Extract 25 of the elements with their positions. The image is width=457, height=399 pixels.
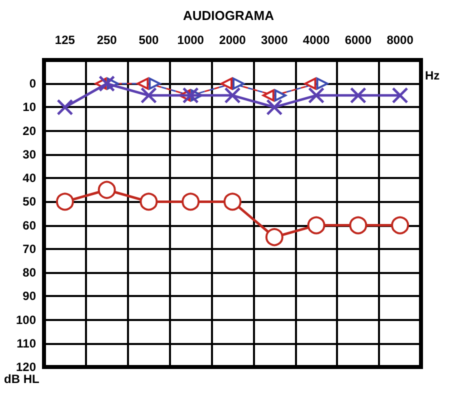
y-tick-label: 80: [22, 266, 36, 280]
y-tick-label: 50: [22, 194, 36, 209]
y-tick-label: 20: [22, 124, 36, 138]
y-tick-label: 110: [16, 336, 36, 350]
y-tick-label: 30: [22, 147, 36, 162]
chart-title: AUDIOGRAMA: [183, 8, 275, 23]
x-tick-label: 250: [96, 33, 118, 47]
x-axis-title: Hz: [425, 68, 440, 83]
x-tick-label: 125: [54, 33, 76, 47]
x-tick-label: 1000: [177, 33, 204, 47]
y-tick-label: 100: [16, 312, 36, 327]
x-tick-label: 500: [138, 33, 160, 47]
x-tick-label: 4000: [302, 33, 330, 47]
x-tick-label: 3000: [261, 33, 288, 47]
y-tick-label: 40: [22, 171, 36, 186]
y-axis-title: dB HL: [4, 372, 40, 386]
y-tick-label: 60: [22, 218, 36, 232]
y-tick-label: 10: [22, 100, 36, 114]
x-tick-label: 6000: [344, 33, 372, 47]
y-tick-label: 0: [29, 76, 36, 91]
x-tick-label: 8000: [386, 33, 414, 47]
y-tick-label: 90: [22, 289, 36, 304]
y-tick-label: 120: [16, 360, 36, 374]
x-tick-label: 2000: [219, 33, 246, 47]
y-tick-label: 70: [22, 242, 36, 256]
